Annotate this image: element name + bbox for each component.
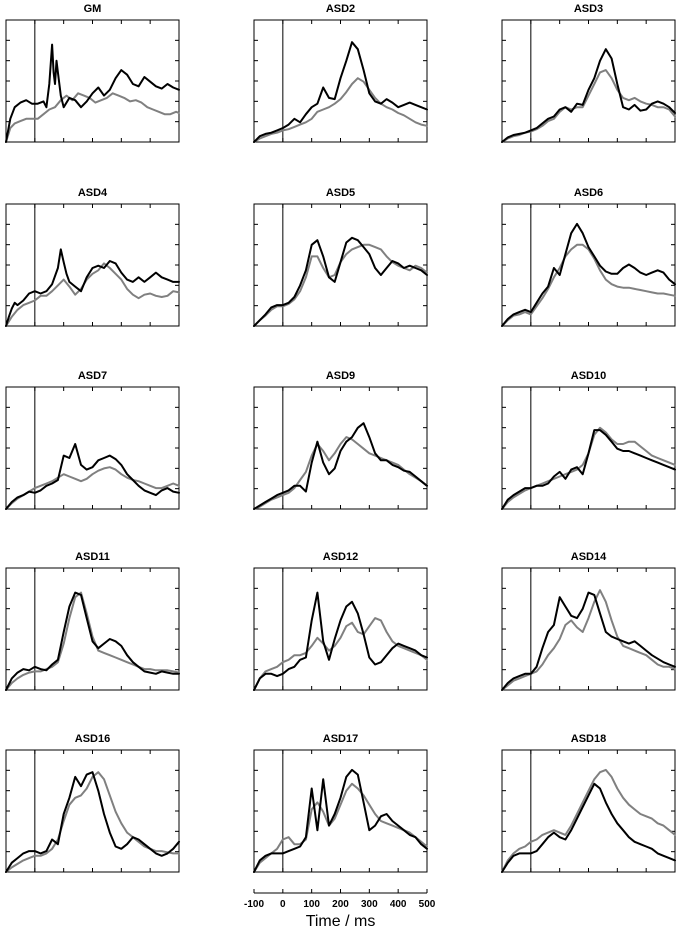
series-grey-line xyxy=(253,436,428,510)
series-grey-line xyxy=(501,426,676,510)
series-grey-line xyxy=(253,782,428,873)
panel-frame xyxy=(501,386,676,510)
series-grey-line xyxy=(501,589,676,691)
series-black-line xyxy=(5,443,180,510)
x-tick-label: 0 xyxy=(280,899,286,910)
x-tick-label: 100 xyxy=(303,899,320,910)
series-black-line xyxy=(253,236,428,327)
x-tick-label: 500 xyxy=(419,899,436,910)
panel-title: ASD9 xyxy=(326,370,355,382)
series-grey-line xyxy=(5,466,180,510)
panel-frame xyxy=(5,19,180,143)
panel-title: ASD14 xyxy=(571,551,607,563)
series-black-line xyxy=(501,591,676,691)
series-black-line xyxy=(501,429,676,510)
x-tick-label: 400 xyxy=(390,899,407,910)
series-black-line xyxy=(253,422,428,510)
series-black-line xyxy=(253,768,428,873)
series-grey-line xyxy=(5,262,180,327)
series-black-line xyxy=(501,782,676,873)
x-axis-title: Time / ms xyxy=(306,913,376,930)
series-black-line xyxy=(501,222,676,327)
x-tick-label: 300 xyxy=(361,899,378,910)
panel-title: GM xyxy=(84,3,102,15)
series-grey-line xyxy=(501,69,676,143)
series-grey-line xyxy=(5,771,180,873)
x-tick-label: 200 xyxy=(332,899,349,910)
series-black-line xyxy=(253,41,428,143)
series-black-line xyxy=(501,48,676,143)
panel-frame xyxy=(501,567,676,691)
panel-title: ASD18 xyxy=(571,733,606,745)
series-grey-line xyxy=(501,768,676,873)
panel-title: ASD12 xyxy=(323,551,358,563)
series-grey-line xyxy=(501,243,676,327)
x-tick-label: -100 xyxy=(244,899,264,910)
series-grey-line xyxy=(253,617,428,691)
series-black-line xyxy=(5,591,180,691)
series-grey-line xyxy=(5,92,180,143)
panel-title: ASD2 xyxy=(326,3,355,15)
panel-title: ASD7 xyxy=(78,370,107,382)
panel-frame xyxy=(253,386,428,510)
panel-frame xyxy=(5,203,180,327)
series-black-line xyxy=(5,771,180,873)
panel-frame xyxy=(253,567,428,691)
panel-title: ASD10 xyxy=(571,370,606,382)
panel-title: ASD6 xyxy=(574,187,603,199)
panel-title: ASD3 xyxy=(574,3,603,15)
panel-frame xyxy=(501,19,676,143)
panel-title: ASD4 xyxy=(78,187,108,199)
series-black-line xyxy=(5,43,180,143)
series-grey-line xyxy=(5,591,180,691)
series-grey-line xyxy=(253,77,428,143)
series-black-line xyxy=(253,591,428,691)
panel-title: ASD5 xyxy=(326,187,355,199)
series-grey-line xyxy=(253,243,428,327)
panel-frame xyxy=(5,749,180,873)
panel-title: ASD11 xyxy=(75,551,110,563)
panel-title: ASD16 xyxy=(75,733,110,745)
panel-title: ASD17 xyxy=(323,733,358,745)
panel-frame xyxy=(501,203,676,327)
series-black-line xyxy=(5,248,180,327)
